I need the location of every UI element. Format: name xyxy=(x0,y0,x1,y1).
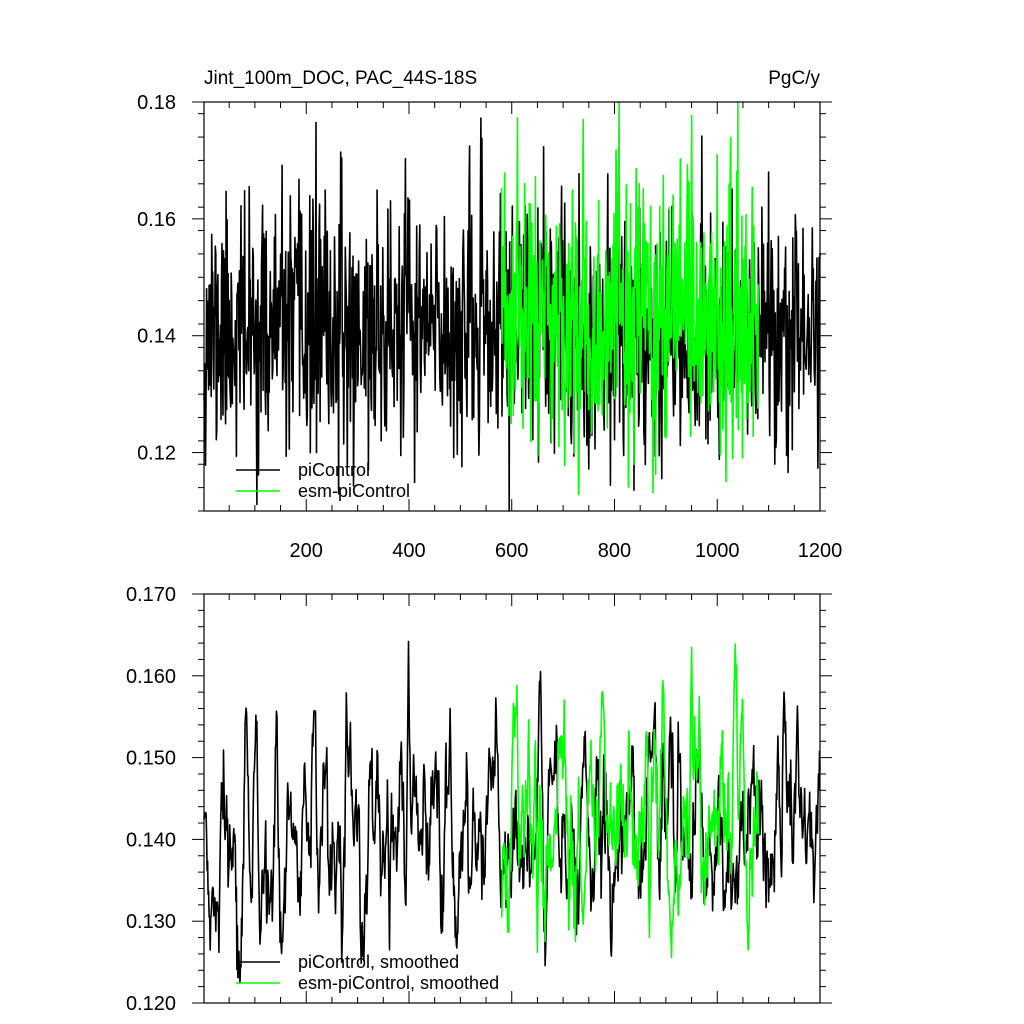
y-tick-label: 0.16 xyxy=(137,209,176,231)
top-panel-units: PgC/y xyxy=(768,68,820,89)
y-tick-label: 0.150 xyxy=(126,748,176,770)
top-panel-tick-labels: 200 400 600 800 1000 1200 0.12 0.14 0.16 0.18 xyxy=(137,92,842,562)
legend-label-picontrol: piControl xyxy=(298,460,370,480)
series-line-esm-picontrol-smoothed xyxy=(500,643,760,959)
x-tick-label: 600 xyxy=(495,540,528,562)
top-panel-frame xyxy=(203,101,821,512)
y-tick-label: 0.160 xyxy=(126,666,176,688)
legend-label-esm-picontrol-smoothed: esm-piControl, smoothed xyxy=(298,973,499,993)
bottom-panel: 0.120 0.130 0.140 0.150 0.160 0.170 piControl… xyxy=(126,584,832,1015)
legend-label-esm-picontrol: esm-piControl xyxy=(298,481,410,501)
series-line-picontrol-smoothed xyxy=(203,640,821,984)
bottom-panel-ticks xyxy=(192,593,832,1004)
x-tick-label: 800 xyxy=(598,540,631,562)
x-tick-label: 200 xyxy=(290,540,323,562)
y-tick-label: 0.12 xyxy=(137,443,176,465)
series-line-esm-picontrol xyxy=(500,101,760,496)
top-panel-title: Jint_100m_DOC, PAC_44S-18S xyxy=(204,68,477,89)
y-tick-label: 0.18 xyxy=(137,92,176,114)
bottom-panel-tick-labels: 0.120 0.130 0.140 0.150 0.160 0.170 xyxy=(126,584,176,1015)
y-tick-label: 0.170 xyxy=(126,584,176,606)
bottom-panel-series xyxy=(203,640,821,984)
x-tick-label: 1200 xyxy=(798,540,843,562)
legend-label-picontrol-smoothed: piControl, smoothed xyxy=(298,952,459,972)
y-tick-label: 0.130 xyxy=(126,911,176,933)
top-panel-legend: piControl esm-piControl xyxy=(236,460,410,501)
bottom-panel-legend: piControl, smoothed esm-piControl, smoot… xyxy=(236,952,499,993)
top-panel-series xyxy=(203,101,821,512)
x-tick-label: 1000 xyxy=(695,540,740,562)
y-tick-label: 0.120 xyxy=(126,993,176,1015)
bottom-panel-frame xyxy=(203,593,821,1004)
top-panel: Jint_100m_DOC, PAC_44S-18S PgC/y 200 400 6… xyxy=(137,68,842,562)
y-tick-label: 0.140 xyxy=(126,829,176,851)
y-tick-label: 0.14 xyxy=(137,326,176,348)
x-tick-label: 400 xyxy=(392,540,425,562)
